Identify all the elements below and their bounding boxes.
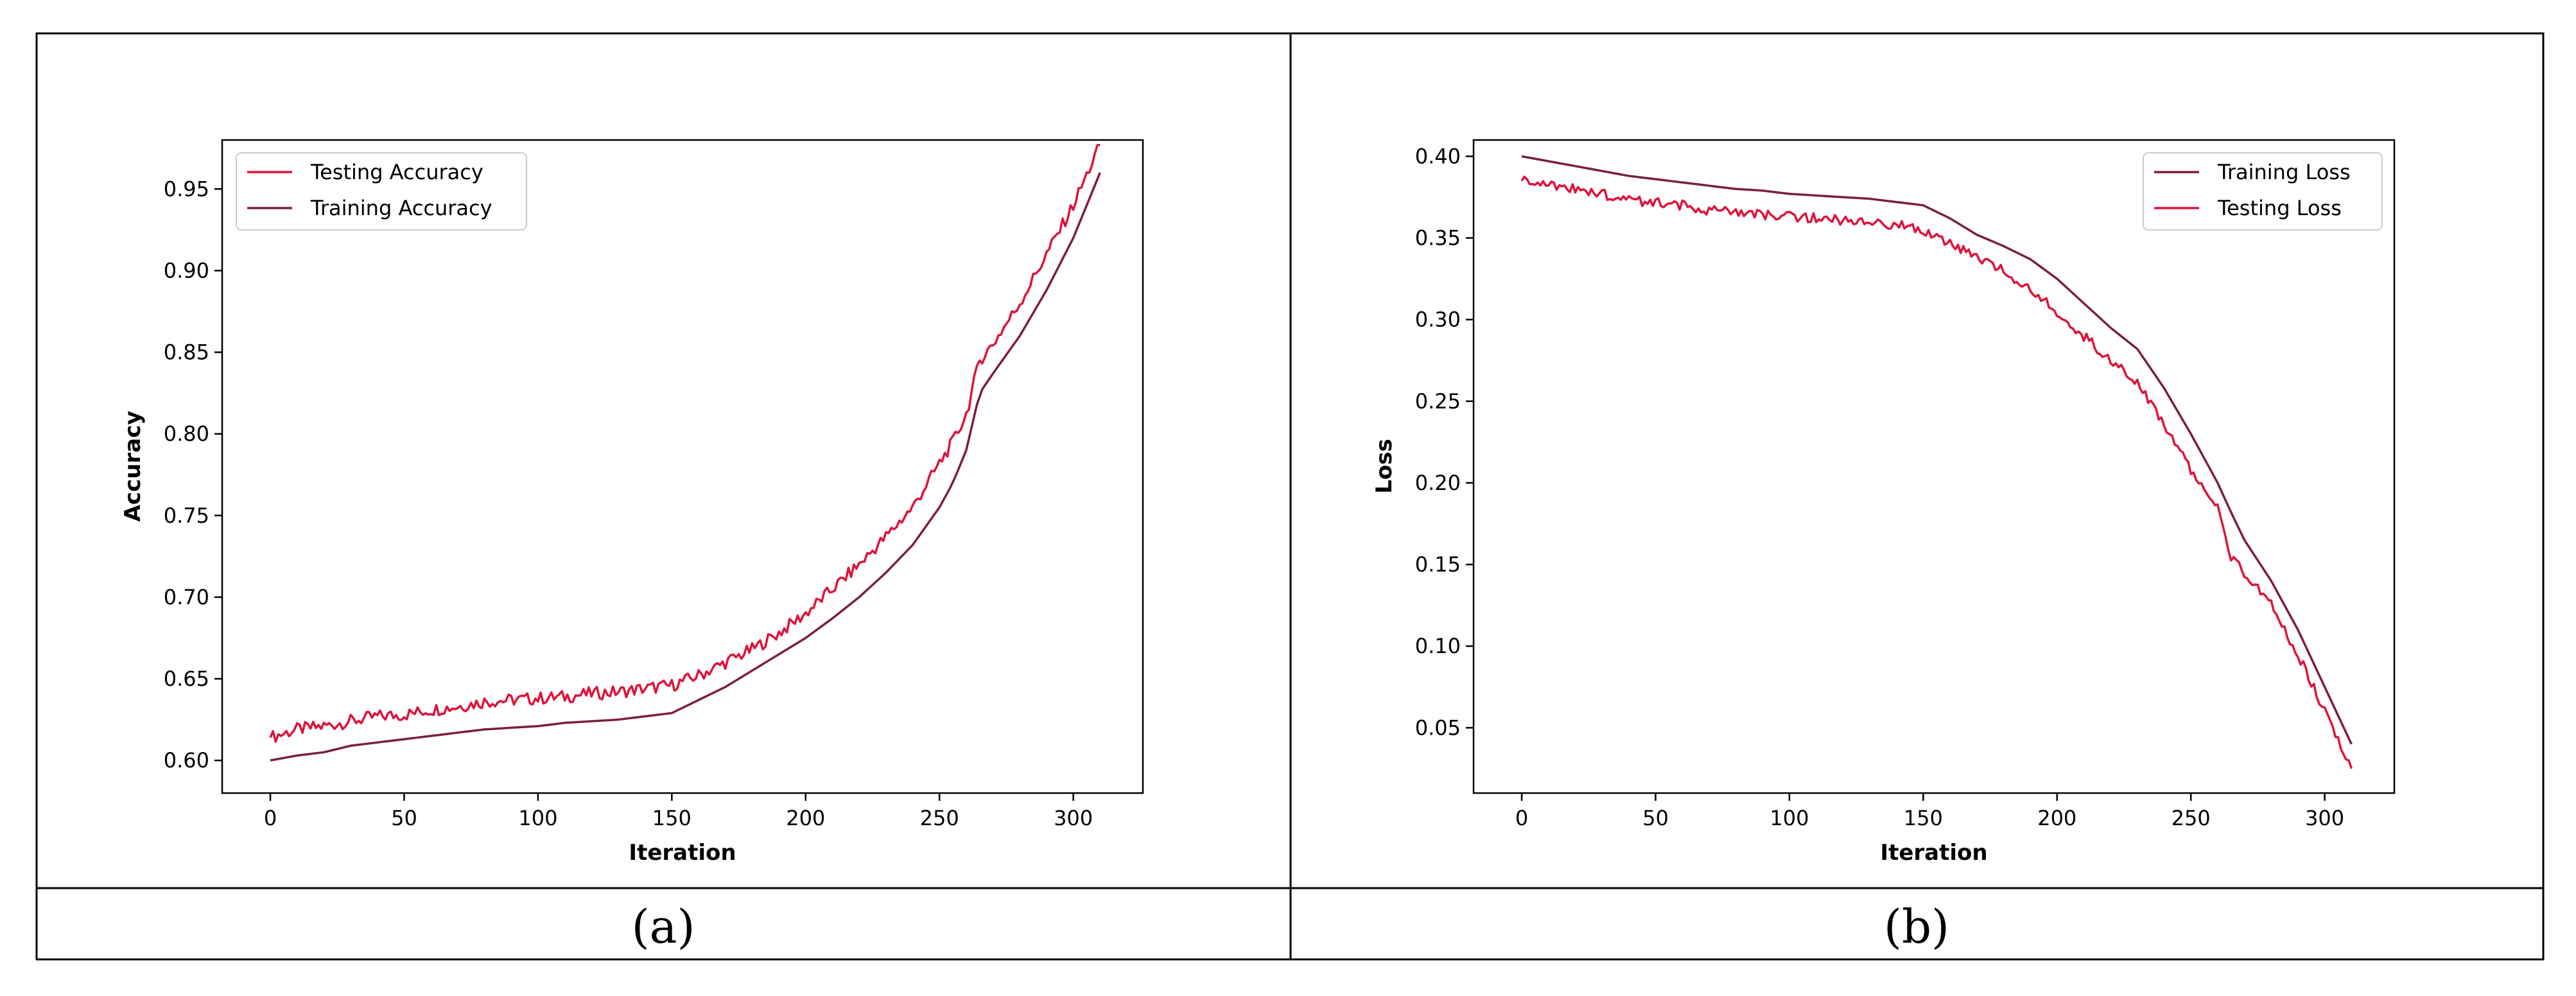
caption-a: (a) [631, 900, 695, 954]
loss-x-ticks: 0 50 100 150 200 250 300 [1515, 793, 2344, 830]
loss-y-tick-label: 0.10 [1415, 634, 1461, 658]
loss-legend-box [2143, 152, 2383, 231]
accuracy-x-tick-label: 200 [786, 806, 825, 830]
loss-series-group [1520, 155, 2353, 769]
loss-y-tick-label: 0.35 [1415, 226, 1461, 250]
legend-label-testing-loss: Testing Loss [2217, 196, 2342, 220]
loss-x-tick-label: 300 [2305, 806, 2344, 830]
legend-label-testing-accuracy: Testing Accuracy [310, 160, 483, 184]
legend-label-training-accuracy: Training Accuracy [310, 196, 492, 220]
loss-chart: 0.05 0.10 0.15 0.20 0.25 0.30 0.35 0.40 0 50 100 1… [1371, 139, 2396, 866]
loss-plot-frame [1472, 139, 2396, 794]
series-line-testing-accuracy [269, 143, 1101, 743]
accuracy-x-axis-label: Iteration [629, 840, 736, 866]
series-line-training-loss [1521, 155, 2353, 745]
accuracy-legend-box [236, 152, 527, 231]
accuracy-plot-frame [221, 139, 1144, 794]
loss-legend: Training Loss Testing Loss [2143, 152, 2383, 231]
accuracy-y-tick-label: 0.80 [164, 422, 209, 446]
accuracy-x-tick-label: 50 [391, 806, 417, 830]
loss-y-tick-label: 0.15 [1415, 552, 1461, 577]
accuracy-chart: 0.60 0.65 0.70 0.75 0.80 0.85 0.90 0.95 0 50 100 1… [120, 139, 1144, 866]
accuracy-y-axis-label: Accuracy [120, 411, 146, 522]
accuracy-y-tick-label: 0.75 [164, 503, 209, 528]
loss-x-tick-label: 0 [1515, 806, 1528, 830]
loss-y-tick-label: 0.25 [1415, 389, 1461, 414]
accuracy-y-tick-label: 0.65 [164, 667, 209, 691]
accuracy-y-tick-label: 0.70 [164, 585, 209, 609]
loss-x-axis-label: Iteration [1880, 840, 1987, 866]
loss-y-tick-label: 0.05 [1415, 715, 1461, 740]
loss-y-ticks: 0.05 0.10 0.15 0.20 0.25 0.30 0.35 0.40 [1415, 144, 1474, 740]
loss-x-tick-label: 250 [2171, 806, 2211, 830]
accuracy-x-ticks: 0 50 100 150 200 250 300 [264, 793, 1093, 830]
accuracy-legend: Testing Accuracy Training Accuracy [236, 152, 527, 231]
series-line-testing-loss [1520, 175, 2353, 769]
accuracy-y-tick-label: 0.95 [164, 177, 209, 201]
loss-y-tick-label: 0.40 [1415, 144, 1461, 168]
accuracy-series-group [269, 143, 1101, 762]
accuracy-x-tick-label: 300 [1054, 806, 1093, 830]
accuracy-y-tick-label: 0.60 [164, 748, 209, 773]
loss-x-tick-label: 200 [2037, 806, 2076, 830]
caption-b: (b) [1884, 900, 1949, 954]
accuracy-x-tick-label: 0 [264, 806, 277, 830]
loss-y-axis-label: Loss [1371, 439, 1397, 494]
accuracy-y-ticks: 0.60 0.65 0.70 0.75 0.80 0.85 0.90 0.95 [164, 177, 222, 773]
accuracy-y-tick-label: 0.90 [164, 258, 209, 283]
figure-table-frame [35, 32, 2545, 961]
legend-label-training-loss: Training Loss [2217, 160, 2351, 184]
loss-y-tick-label: 0.20 [1415, 471, 1461, 495]
loss-y-tick-label: 0.30 [1415, 308, 1461, 332]
loss-x-tick-label: 100 [1770, 806, 1809, 830]
accuracy-y-tick-label: 0.85 [164, 340, 209, 365]
accuracy-x-tick-label: 100 [518, 806, 557, 830]
series-line-training-accuracy [270, 172, 1101, 762]
loss-x-tick-label: 150 [1904, 806, 1943, 830]
accuracy-x-tick-label: 250 [920, 806, 959, 830]
loss-x-tick-label: 50 [1642, 806, 1669, 830]
accuracy-x-tick-label: 150 [652, 806, 692, 830]
